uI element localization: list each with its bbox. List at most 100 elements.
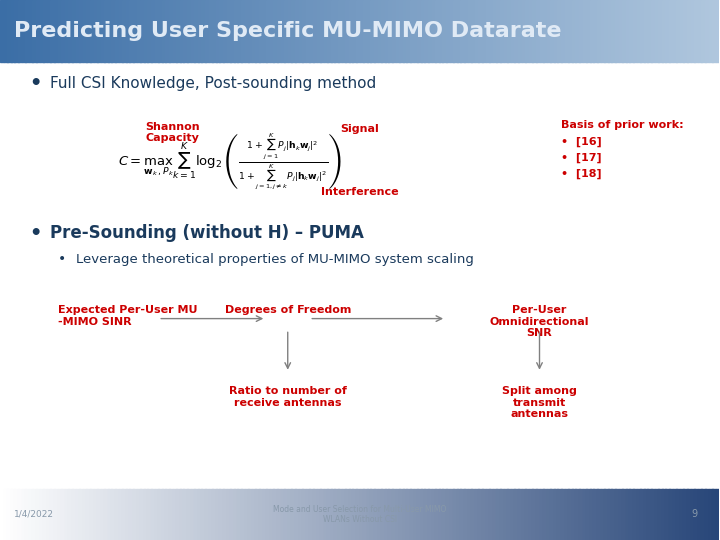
Bar <box>575 489 580 540</box>
Bar <box>496 0 500 62</box>
Bar <box>25 0 30 62</box>
Bar <box>137 489 141 540</box>
Bar <box>518 0 522 62</box>
Bar <box>453 489 457 540</box>
Bar <box>633 0 637 62</box>
Bar <box>32 0 37 62</box>
Bar <box>205 0 210 62</box>
Bar <box>187 489 192 540</box>
Bar <box>346 0 350 62</box>
Bar <box>112 489 116 540</box>
Bar <box>402 489 407 540</box>
Bar <box>90 0 94 62</box>
Bar <box>478 0 482 62</box>
Bar <box>227 0 231 62</box>
Bar <box>489 489 493 540</box>
Bar <box>417 0 421 62</box>
Bar <box>554 489 558 540</box>
Bar <box>478 489 482 540</box>
Text: Split among
transmit
antennas: Split among transmit antennas <box>502 386 577 419</box>
Bar <box>166 489 170 540</box>
Bar <box>395 489 400 540</box>
Bar <box>385 489 390 540</box>
Bar <box>90 489 94 540</box>
Bar <box>292 0 296 62</box>
Bar <box>474 489 479 540</box>
Bar <box>539 489 544 540</box>
Bar <box>608 489 612 540</box>
Bar <box>115 0 120 62</box>
Bar <box>86 0 91 62</box>
Bar <box>546 489 551 540</box>
Bar <box>76 0 80 62</box>
Bar <box>572 489 576 540</box>
Bar <box>137 0 141 62</box>
Bar <box>248 489 253 540</box>
Text: Per-User
Omnidirectional
SNR: Per-User Omnidirectional SNR <box>490 305 589 338</box>
Bar <box>438 0 443 62</box>
Bar <box>317 0 321 62</box>
Bar <box>676 0 680 62</box>
Bar <box>503 0 508 62</box>
Bar <box>151 0 156 62</box>
Bar <box>716 0 720 62</box>
Bar <box>184 489 188 540</box>
Bar <box>378 0 382 62</box>
Bar <box>698 0 702 62</box>
Bar <box>94 489 98 540</box>
Bar <box>636 0 641 62</box>
Bar <box>284 489 289 540</box>
Bar <box>464 0 468 62</box>
Bar <box>194 489 199 540</box>
Bar <box>122 0 127 62</box>
Bar <box>449 0 454 62</box>
Bar <box>36 489 40 540</box>
Bar <box>202 489 206 540</box>
Bar <box>158 0 163 62</box>
Bar <box>525 0 529 62</box>
Bar <box>374 0 379 62</box>
Bar <box>528 489 533 540</box>
Bar <box>320 489 325 540</box>
Text: $C = \max_{\mathbf{w}_k, P_k} \sum_{k=1}^{K} \log_2 \left( \frac{1 + \sum_{j=1}^: $C = \max_{\mathbf{w}_k, P_k} \sum_{k=1}… <box>118 132 343 192</box>
Bar <box>270 489 274 540</box>
Bar <box>277 0 282 62</box>
Bar <box>342 0 346 62</box>
Bar <box>687 0 691 62</box>
Bar <box>173 489 177 540</box>
Bar <box>521 0 526 62</box>
Bar <box>611 489 616 540</box>
Bar <box>561 489 565 540</box>
Bar <box>256 489 260 540</box>
Bar <box>392 0 396 62</box>
Bar <box>471 0 475 62</box>
Bar <box>399 489 403 540</box>
Text: •: • <box>29 74 41 93</box>
Bar <box>338 489 343 540</box>
Bar <box>647 0 652 62</box>
Bar <box>7 0 12 62</box>
Bar <box>166 0 170 62</box>
Bar <box>629 0 634 62</box>
Bar <box>550 489 554 540</box>
Bar <box>503 489 508 540</box>
Bar <box>230 489 235 540</box>
Bar <box>306 489 310 540</box>
Bar <box>324 489 328 540</box>
Bar <box>644 0 648 62</box>
Text: Shannon
Capacity: Shannon Capacity <box>145 122 200 143</box>
Bar <box>302 489 307 540</box>
Bar <box>496 489 500 540</box>
Bar <box>680 489 684 540</box>
Bar <box>97 489 102 540</box>
Bar <box>474 0 479 62</box>
Bar <box>446 489 450 540</box>
Bar <box>424 489 428 540</box>
Bar <box>263 489 267 540</box>
Bar <box>335 489 339 540</box>
Bar <box>223 489 228 540</box>
Text: Basis of prior work:: Basis of prior work: <box>561 120 684 130</box>
Bar <box>162 0 166 62</box>
Bar <box>532 489 536 540</box>
Bar <box>299 0 303 62</box>
